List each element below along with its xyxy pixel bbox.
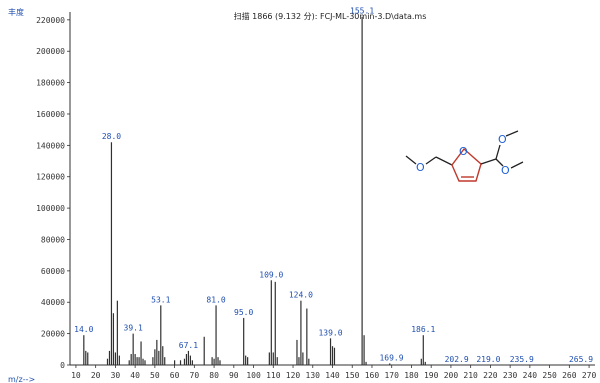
peak-label: 95.0 — [234, 308, 253, 317]
peak-label: 109.0 — [259, 270, 283, 279]
axes — [69, 12, 595, 366]
peak-label: 67.1 — [179, 341, 198, 350]
x-tick-label: 30 — [111, 371, 121, 380]
x-tick-label: 50 — [150, 371, 160, 380]
y-axis-label: 丰度 — [8, 7, 24, 17]
x-tick-label: 200 — [444, 371, 459, 380]
acetal-bond — [480, 158, 497, 165]
peak-label: 169.9 — [379, 353, 403, 362]
x-tick-label: 100 — [246, 371, 261, 380]
chart-title: 扫描 1866 (9.132 分): FCJ-ML-30min-3.D\data… — [234, 11, 427, 21]
lower-oxygen-bond — [495, 158, 504, 167]
y-tick-label: 180000 — [36, 79, 65, 88]
x-tick-label: 40 — [130, 371, 140, 380]
ether-oxygen-left: O — [416, 161, 425, 174]
peak-label: 186.1 — [411, 325, 435, 334]
x-tick-label: 110 — [266, 371, 281, 380]
upper-methyl-bond — [505, 130, 519, 137]
x-axis-ticks: 10 20 30 40 50 60 70 80 90 100 110 120 130 140 150 160 1… — [71, 365, 596, 380]
y-axis-ticks: 0 20000 40000 60000 80000 100000 120000 140000 1… — [36, 16, 70, 370]
peak-label: 81.0 — [206, 295, 225, 304]
peak-label: 124.0 — [289, 291, 313, 300]
peak-label: 28.0 — [102, 132, 121, 141]
y-tick-label: 140000 — [36, 141, 65, 150]
x-tick-label: 270 — [582, 371, 597, 380]
furan-oxygen: O — [459, 145, 468, 158]
x-tick-label: 90 — [229, 371, 239, 380]
y-tick-label: 80000 — [41, 235, 65, 244]
lower-methyl-bond — [510, 161, 524, 169]
x-tick-label: 60 — [170, 371, 180, 380]
spectrum-peaks — [83, 16, 426, 365]
peak-label: 265.9 — [569, 355, 593, 364]
x-tick-label: 160 — [365, 371, 380, 380]
y-tick-label: 0 — [60, 361, 65, 370]
x-tick-label: 250 — [542, 371, 557, 380]
acetal-oxygen-bottom: O — [501, 164, 510, 177]
x-tick-label: 10 — [71, 371, 81, 380]
peak-label: 219.0 — [476, 355, 500, 364]
acetal-oxygen-top: O — [498, 133, 507, 146]
ether-bond — [425, 156, 437, 165]
x-tick-label: 140 — [325, 371, 340, 380]
peak-label: 139.0 — [318, 328, 342, 337]
y-tick-label: 120000 — [36, 173, 65, 182]
x-tick-label: 130 — [306, 371, 321, 380]
x-tick-label: 180 — [404, 371, 419, 380]
furan-ring — [451, 147, 482, 182]
peak-label: 39.1 — [124, 324, 143, 333]
peak-label: 202.9 — [445, 355, 469, 364]
peak-label: 155.1 — [350, 7, 374, 16]
peak-label: 53.1 — [151, 295, 170, 304]
x-tick-label: 190 — [424, 371, 439, 380]
upper-oxygen-bond — [495, 144, 501, 160]
peak-label: 235.9 — [510, 355, 534, 364]
x-tick-label: 230 — [503, 371, 518, 380]
x-tick-label: 240 — [523, 371, 538, 380]
y-tick-label: 20000 — [41, 330, 65, 339]
y-tick-label: 40000 — [41, 298, 65, 307]
x-tick-label: 80 — [209, 371, 219, 380]
y-tick-label: 200000 — [36, 47, 65, 56]
x-tick-label: 150 — [345, 371, 360, 380]
y-tick-label: 220000 — [36, 16, 65, 25]
peak-labels: 14.0 28.0 39.1 53.1 67.1 81.0 95.0 109.0 124.0 13… — [74, 7, 593, 364]
x-axis-label: m/z--> — [8, 375, 35, 383]
x-tick-label: 210 — [463, 371, 478, 380]
y-tick-label: 60000 — [41, 267, 65, 276]
methylene-bond — [435, 156, 453, 166]
peak-label: 14.0 — [74, 325, 93, 334]
molecule-structure: O O O O — [405, 130, 524, 182]
x-tick-label: 260 — [562, 371, 577, 380]
methyl-bond — [405, 155, 417, 165]
y-tick-label: 160000 — [36, 110, 65, 119]
x-tick-label: 120 — [286, 371, 301, 380]
x-tick-label: 20 — [91, 371, 101, 380]
x-tick-label: 170 — [384, 371, 399, 380]
x-tick-label: 70 — [190, 371, 200, 380]
y-tick-label: 100000 — [36, 204, 65, 213]
x-tick-label: 220 — [483, 371, 498, 380]
